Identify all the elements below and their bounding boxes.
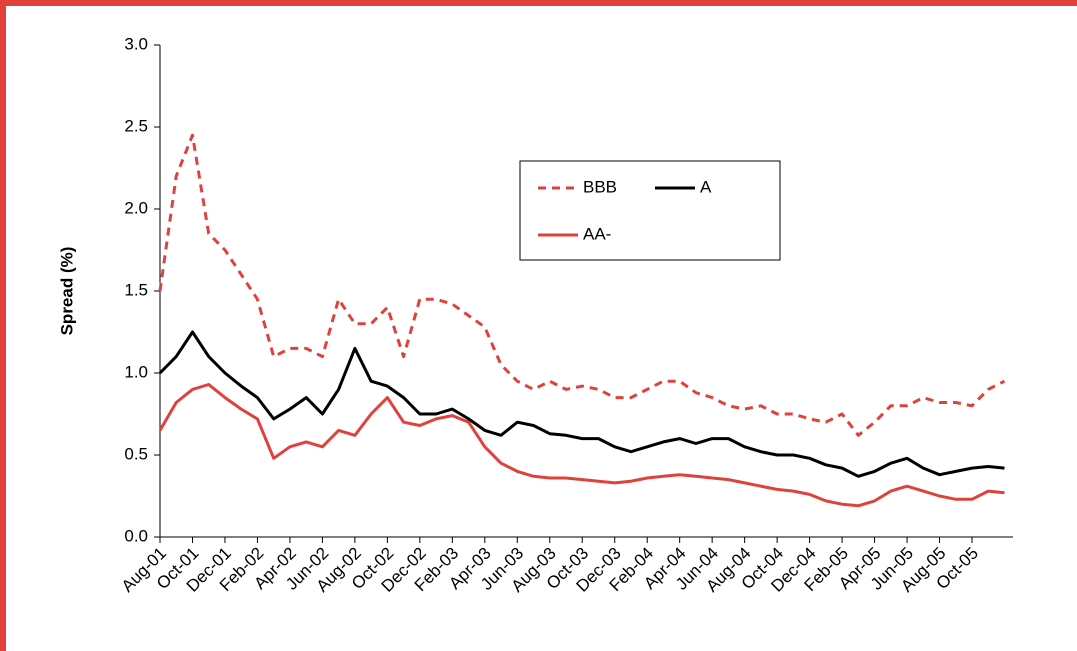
legend-box xyxy=(519,160,781,261)
series-line xyxy=(158,133,1006,437)
legend-label: A xyxy=(700,177,712,196)
series-line xyxy=(158,383,1005,508)
y-tick-label: 0.5 xyxy=(124,444,148,463)
y-tick-label: 3.0 xyxy=(124,34,148,53)
y-tick-label: 1.0 xyxy=(124,362,148,381)
series-line xyxy=(158,330,1005,478)
y-tick-label: 0.0 xyxy=(124,526,148,545)
y-tick-label: 2.0 xyxy=(124,198,148,217)
y-tick-label: 2.5 xyxy=(124,116,148,135)
legend-label: BBB xyxy=(583,177,617,196)
legend-label: AA- xyxy=(583,224,611,243)
y-tick-label: 1.5 xyxy=(124,280,148,299)
y-axis-label: Spread (%) xyxy=(57,247,76,336)
